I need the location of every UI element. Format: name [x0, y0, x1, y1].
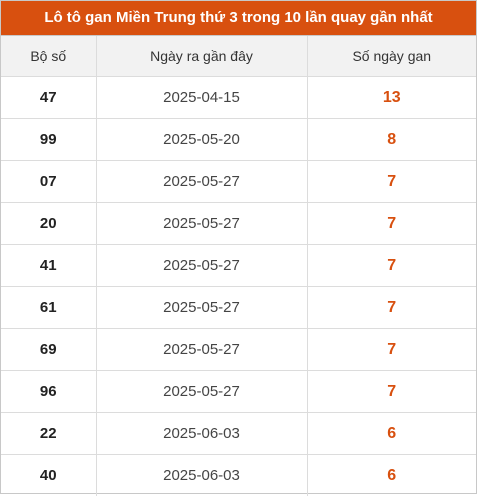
- table-row: 61 2025-05-27 7: [1, 287, 476, 329]
- cell-number: 41: [1, 245, 96, 287]
- cell-last-date: 2025-06-03: [96, 413, 307, 455]
- cell-last-date: 2025-04-15: [96, 77, 307, 119]
- cell-days: 7: [307, 287, 476, 329]
- cell-last-date: 2025-05-27: [96, 329, 307, 371]
- table-title: Lô tô gan Miền Trung thứ 3 trong 10 lần …: [1, 1, 476, 36]
- table-row: 99 2025-05-20 8: [1, 119, 476, 161]
- table-row: 96 2025-05-27 7: [1, 371, 476, 413]
- header-days: Số ngày gan: [307, 36, 476, 77]
- cell-last-date: 2025-05-27: [96, 371, 307, 413]
- table-row: 07 2025-05-27 7: [1, 161, 476, 203]
- cell-days: 8: [307, 119, 476, 161]
- cell-days: 6: [307, 455, 476, 496]
- cell-days: 7: [307, 245, 476, 287]
- cell-number: 99: [1, 119, 96, 161]
- cell-days: 7: [307, 203, 476, 245]
- table-row: 47 2025-04-15 13: [1, 77, 476, 119]
- header-number: Bộ số: [1, 36, 96, 77]
- table-row: 40 2025-06-03 6: [1, 455, 476, 496]
- cell-number: 22: [1, 413, 96, 455]
- cell-days: 7: [307, 371, 476, 413]
- table-row: 41 2025-05-27 7: [1, 245, 476, 287]
- cell-number: 40: [1, 455, 96, 496]
- cell-number: 20: [1, 203, 96, 245]
- cell-number: 61: [1, 287, 96, 329]
- lo-gan-table: Bộ số Ngày ra gần đây Số ngày gan 47 202…: [1, 36, 476, 496]
- cell-days: 6: [307, 413, 476, 455]
- table-row: 20 2025-05-27 7: [1, 203, 476, 245]
- cell-number: 69: [1, 329, 96, 371]
- cell-number: 96: [1, 371, 96, 413]
- table-header-row: Bộ số Ngày ra gần đây Số ngày gan: [1, 36, 476, 77]
- cell-number: 47: [1, 77, 96, 119]
- cell-days: 7: [307, 161, 476, 203]
- cell-number: 07: [1, 161, 96, 203]
- cell-last-date: 2025-05-20: [96, 119, 307, 161]
- table-row: 22 2025-06-03 6: [1, 413, 476, 455]
- cell-days: 7: [307, 329, 476, 371]
- table-row: 69 2025-05-27 7: [1, 329, 476, 371]
- cell-last-date: 2025-05-27: [96, 203, 307, 245]
- cell-last-date: 2025-06-03: [96, 455, 307, 496]
- cell-last-date: 2025-05-27: [96, 245, 307, 287]
- cell-days: 13: [307, 77, 476, 119]
- cell-last-date: 2025-05-27: [96, 287, 307, 329]
- header-last-date: Ngày ra gần đây: [96, 36, 307, 77]
- cell-last-date: 2025-05-27: [96, 161, 307, 203]
